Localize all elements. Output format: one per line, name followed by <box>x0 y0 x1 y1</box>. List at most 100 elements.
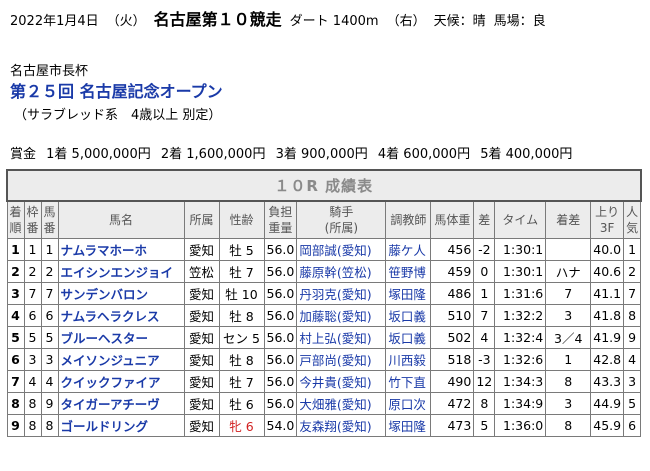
age: 7 <box>245 265 254 280</box>
prize-5: 5着 400,000円 <box>480 147 573 162</box>
col-rank: 着順 <box>6 200 25 239</box>
trainer-link[interactable]: 坂口義 <box>385 326 432 349</box>
horse-name-link[interactable]: ブルーヘスター <box>57 326 185 349</box>
horse-name-link[interactable]: クイックファイア <box>57 370 185 393</box>
cell-weight: 56.0 <box>263 260 298 283</box>
cell-affiliation: 愛知 <box>183 282 220 305</box>
table-row: 4 6 6 ナムラヘラクレス 愛知牡 8 56.0 加藤聡(愛知) 坂口義 510 7 1:32:2… <box>6 304 642 327</box>
trainer-link[interactable]: 坂口義 <box>385 304 432 327</box>
table-header-row: 着順 枠番 馬番 馬名 所属 性齢 負担 重量 騎手 (所属) 調教師 馬体重 差 … <box>6 200 642 239</box>
horse-name-link[interactable]: ナムラヘラクレス <box>57 304 185 327</box>
cell-margin: 3 <box>545 392 592 415</box>
trainer-link[interactable]: 竹下直 <box>385 370 432 393</box>
race-date: 2022年1月4日 <box>10 14 99 29</box>
cell-popularity: 8 <box>623 304 642 327</box>
jockey-link[interactable]: 藤原幹(笠松) <box>296 260 387 283</box>
race-header: 2022年1月4日 （火） 名古屋第１０競走 ダート 1400m （右） 天候：晴 馬場：良 <box>10 6 546 30</box>
cell-body-weight: 472 <box>430 392 475 415</box>
cup-name: 名古屋市長杯 <box>10 64 89 79</box>
age: 10 <box>241 287 258 302</box>
cell-diff: -3 <box>473 348 496 371</box>
jockey-link[interactable]: 岡部誠(愛知) <box>296 238 387 261</box>
col-popularity: 人気 <box>623 200 642 239</box>
cell-margin: 8 <box>545 414 592 437</box>
cell-time: 1:36:0 <box>494 414 547 437</box>
trainer-link[interactable]: 川西毅 <box>385 348 432 371</box>
cell-weight: 56.0 <box>263 304 298 327</box>
cell-last3f: 45.9 <box>590 414 625 437</box>
cell-time: 1:30:1 <box>494 238 547 261</box>
cell-time: 1:30:1 <box>494 260 547 283</box>
col-sex-age: 性齢 <box>218 200 265 239</box>
trainer-link[interactable]: 笹野博 <box>385 260 432 283</box>
cell-time: 1:32:2 <box>494 304 547 327</box>
cell-margin: 3 <box>545 304 592 327</box>
cell-sex-age: 牡 5 <box>218 238 265 261</box>
cell-sex-age: 牡 6 <box>218 392 265 415</box>
horse-name-link[interactable]: ナムラマホーホ <box>57 238 185 261</box>
col-frame: 枠番 <box>23 200 42 239</box>
table-row: 7 4 4 クイックファイア 愛知牡 7 56.0 今井貴(愛知) 竹下直 490 12 1:34:… <box>6 370 642 393</box>
cell-horse-number: 7 <box>40 282 59 305</box>
cell-body-weight: 518 <box>430 348 475 371</box>
cell-popularity: 3 <box>623 370 642 393</box>
cell-popularity: 2 <box>623 260 642 283</box>
col-time: タイム <box>494 200 547 239</box>
cell-diff: -2 <box>473 238 496 261</box>
cell-frame: 7 <box>23 282 42 305</box>
cell-diff: 12 <box>473 370 496 393</box>
cell-margin: 1 <box>545 348 592 371</box>
cell-rank: 2 <box>6 260 25 283</box>
cell-rank: 9 <box>6 414 25 437</box>
horse-name-link[interactable]: タイガーアチーヴ <box>57 392 185 415</box>
horse-name-link[interactable]: エイシンエンジョイ <box>57 260 185 283</box>
jockey-link[interactable]: 丹羽克(愛知) <box>296 282 387 305</box>
cell-last3f: 41.1 <box>590 282 625 305</box>
jockey-link[interactable]: 村上弘(愛知) <box>296 326 387 349</box>
cell-horse-number: 4 <box>40 370 59 393</box>
col-last3f: 上り 3F <box>590 200 625 239</box>
prize-3: 3着 900,000円 <box>275 147 368 162</box>
col-body-weight: 馬体重 <box>430 200 475 239</box>
cell-margin: 3／4 <box>545 326 592 349</box>
jockey-link[interactable]: 大畑雅(愛知) <box>296 392 387 415</box>
age: 5 <box>245 243 254 258</box>
cell-horse-number: 6 <box>40 304 59 327</box>
trainer-link[interactable]: 塚田隆 <box>385 414 432 437</box>
cell-time: 1:34:3 <box>494 370 547 393</box>
prize-label: 賞金 <box>10 147 37 162</box>
horse-name-link[interactable]: ゴールドリング <box>57 414 185 437</box>
cell-horse-number: 9 <box>40 392 59 415</box>
horse-name-link[interactable]: サンデンバロン <box>57 282 185 305</box>
race-weather: 天候：晴 <box>433 14 486 29</box>
cell-weight: 56.0 <box>263 238 298 261</box>
cell-last3f: 41.8 <box>590 304 625 327</box>
horse-name-link[interactable]: メイソンジュニア <box>57 348 185 371</box>
cell-frame: 8 <box>23 392 42 415</box>
cell-horse-number: 1 <box>40 238 59 261</box>
cell-weight: 56.0 <box>263 370 298 393</box>
race-number: 名古屋第１０競走 <box>153 10 282 29</box>
jockey-link[interactable]: 今井貴(愛知) <box>296 370 387 393</box>
cell-sex-age: 牡 10 <box>218 282 265 305</box>
cell-rank: 6 <box>6 348 25 371</box>
jockey-link[interactable]: 戸部尚(愛知) <box>296 348 387 371</box>
cell-time: 1:34:9 <box>494 392 547 415</box>
jockey-link[interactable]: 友森翔(愛知) <box>296 414 387 437</box>
cell-frame: 6 <box>23 304 42 327</box>
prize-money: 賞金 1着 5,000,000円 2着 1,600,000円 3着 900,00… <box>10 143 578 162</box>
trainer-link[interactable]: 塚田隆 <box>385 282 432 305</box>
trainer-link[interactable]: 藤ケ人 <box>385 238 432 261</box>
col-trainer: 調教師 <box>385 200 432 239</box>
jockey-link[interactable]: 加藤聡(愛知) <box>296 304 387 327</box>
table-row: 9 8 8 ゴールドリング 愛知牝 6 54.0 友森翔(愛知) 塚田隆 473 5 1:36:0 8… <box>6 414 642 437</box>
cell-margin: 7 <box>545 282 592 305</box>
cell-frame: 1 <box>23 238 42 261</box>
cell-affiliation: 愛知 <box>183 414 220 437</box>
results-table: １０R 成績表 着順 枠番 馬番 馬名 所属 性齢 負担 重量 騎手 (所属) 調教… <box>6 169 642 437</box>
prize-4: 4着 600,000円 <box>377 147 471 162</box>
trainer-link[interactable]: 原口次 <box>385 392 432 415</box>
cell-horse-number: 3 <box>40 348 59 371</box>
cell-last3f: 43.3 <box>590 370 625 393</box>
cell-diff: 7 <box>473 304 496 327</box>
